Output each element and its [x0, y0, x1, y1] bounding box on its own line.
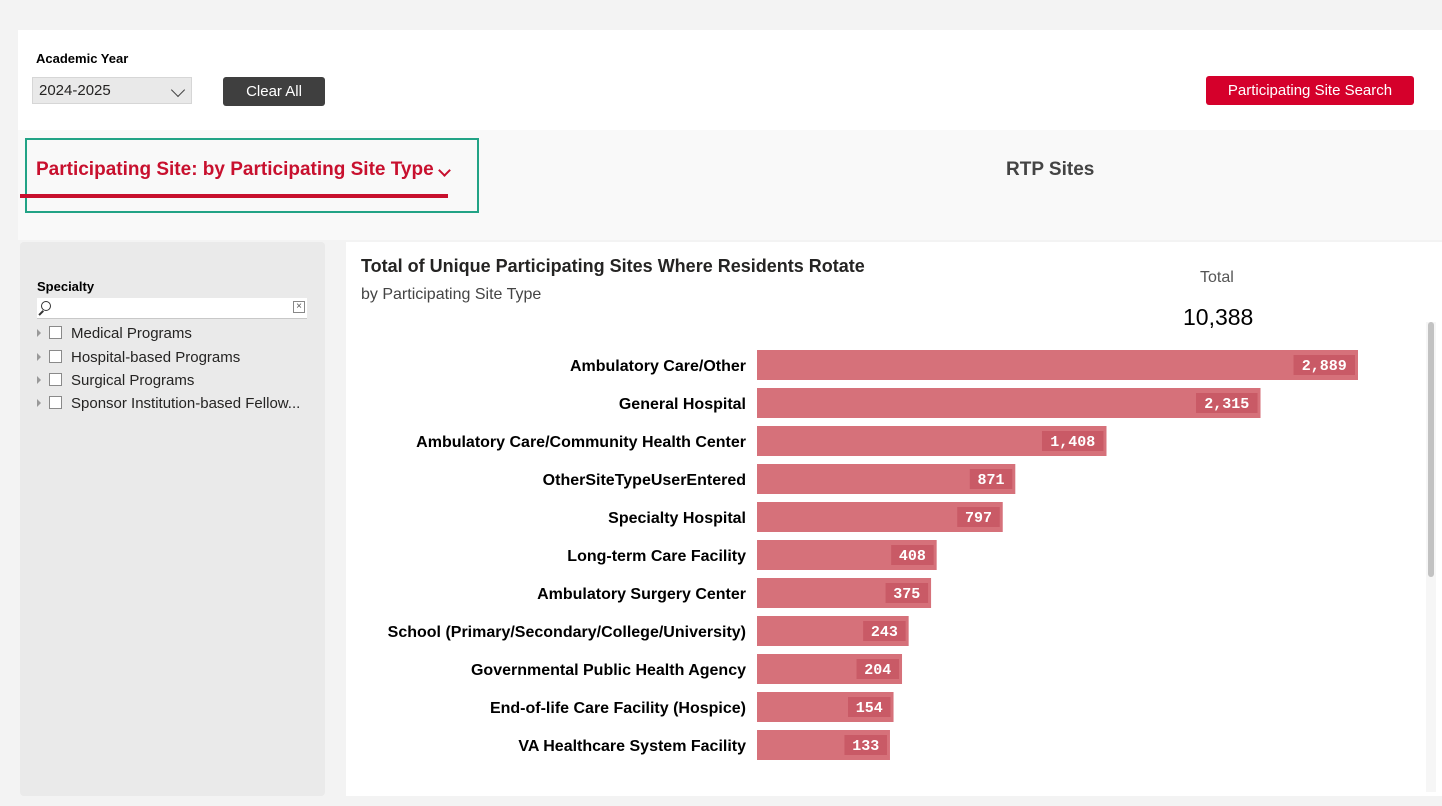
category-label: Ambulatory Surgery Center [537, 586, 746, 603]
data-label-box [848, 697, 891, 717]
bar[interactable] [757, 350, 1358, 380]
data-label-box [863, 621, 906, 641]
expand-arrow-icon[interactable] [37, 329, 41, 337]
expand-arrow-icon[interactable] [37, 399, 41, 407]
data-label-box [885, 583, 929, 603]
total-value: 10,388 [1183, 304, 1254, 330]
data-label: 408 [899, 548, 926, 565]
checkbox[interactable] [49, 396, 62, 409]
expand-arrow-icon[interactable] [37, 376, 41, 384]
category-label: Ambulatory Care/Community Health Center [416, 434, 746, 451]
bar[interactable] [757, 388, 1261, 418]
academic-year-label: Academic Year [36, 51, 129, 66]
clear-all-button[interactable]: Clear All [223, 77, 325, 106]
checkbox[interactable] [49, 373, 62, 386]
chart-title: Total of Unique Participating Sites Wher… [361, 256, 865, 276]
participating-site-search-button[interactable]: Participating Site Search [1206, 76, 1414, 105]
data-label: 1,408 [1050, 434, 1095, 451]
category-label: Long-term Care Facility [567, 548, 746, 565]
slicer-item-sponsor-institution-fellowships[interactable]: Sponsor Institution-based Fellow... [37, 395, 317, 417]
data-label: 375 [893, 586, 920, 603]
category-label: General Hospital [619, 396, 746, 413]
search-icon-handle [38, 310, 44, 316]
data-label-box [969, 469, 1013, 489]
category-label: End-of-life Care Facility (Hospice) [490, 700, 746, 717]
category-label: Specialty Hospital [608, 510, 746, 527]
data-label: 154 [856, 700, 883, 717]
checkbox[interactable] [49, 350, 62, 363]
data-label-box [1196, 393, 1258, 413]
view-tab-bar: Participating Site: by Participating Sit… [18, 130, 1442, 240]
total-label: Total [1200, 269, 1234, 286]
slicer-item-label: Medical Programs [71, 325, 192, 342]
category-label: VA Healthcare System Facility [518, 738, 746, 755]
slicer-item-surgical-programs[interactable]: Surgical Programs [37, 372, 317, 394]
horizontal-bar-chart: Ambulatory Care/Other 2,889 General Hospit… [388, 350, 1358, 760]
specialty-slicer: Specialty × Medical Programs Hospital-ba… [20, 242, 325, 796]
site-type-chart-card: Total of Unique Participating Sites Wher… [346, 242, 1442, 796]
data-label: 2,889 [1302, 358, 1347, 375]
search-icon [41, 301, 51, 311]
data-label: 204 [864, 662, 891, 679]
data-label: 133 [852, 738, 879, 755]
slicer-item-medical-programs[interactable]: Medical Programs [37, 325, 317, 347]
data-label-box [1293, 355, 1355, 375]
chart-subtitle: by Participating Site Type [361, 286, 542, 303]
chevron-down-icon [170, 82, 186, 98]
slicer-title: Specialty [37, 279, 95, 294]
slicer-item-label: Sponsor Institution-based Fellow... [71, 395, 301, 412]
scrollbar-thumb[interactable] [1428, 322, 1434, 577]
clear-search-icon[interactable]: × [293, 301, 305, 313]
data-label-box [891, 545, 934, 565]
data-label-box [856, 659, 900, 679]
category-label: School (Primary/Secondary/College/Univer… [388, 624, 746, 641]
academic-year-value: 2024-2025 [39, 82, 111, 99]
data-label: 797 [965, 510, 992, 527]
tab-highlight-frame [25, 138, 479, 213]
category-label: Governmental Public Health Agency [471, 662, 746, 679]
slicer-search-input[interactable]: × [37, 298, 307, 319]
slicer-item-hospital-based-programs[interactable]: Hospital-based Programs [37, 349, 317, 371]
slicer-item-label: Hospital-based Programs [71, 349, 241, 366]
data-label-box [1041, 431, 1104, 451]
category-label: OtherSiteTypeUserEntered [543, 472, 746, 489]
slicer-item-label: Surgical Programs [71, 372, 195, 389]
data-label: 243 [871, 624, 898, 641]
checkbox[interactable] [49, 326, 62, 339]
tab-participating-site-type[interactable]: Participating Site: by Participating Sit… [36, 159, 434, 180]
data-label-box [957, 507, 1000, 527]
data-label-box [844, 735, 887, 755]
data-label: 2,315 [1204, 396, 1249, 413]
data-label: 871 [978, 472, 1005, 489]
tab-rtp-sites[interactable]: RTP Sites [1006, 159, 1095, 180]
active-tab-underline [20, 194, 448, 198]
academic-year-dropdown[interactable]: 2024-2025 [32, 77, 192, 104]
category-label: Ambulatory Care/Other [570, 358, 746, 375]
filter-bar: Academic Year 2024-2025 Clear All Partic… [18, 30, 1442, 130]
expand-arrow-icon[interactable] [37, 353, 41, 361]
